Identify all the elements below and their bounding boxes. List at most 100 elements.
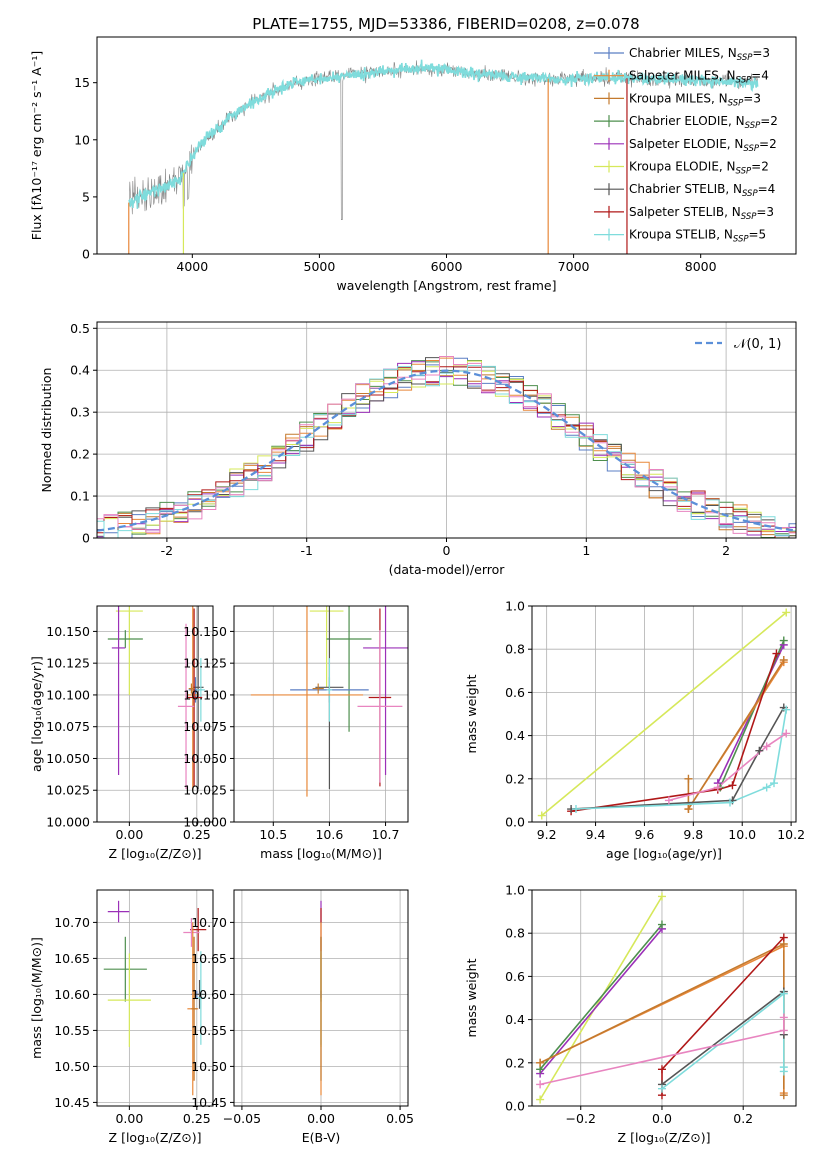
x-tick-label: 0.0 (652, 1111, 672, 1126)
y-axis-label: Normed distribution (39, 368, 54, 493)
series-marker (657, 1065, 666, 1074)
series-marker (728, 781, 737, 790)
y-tick-label: 0.2 (505, 771, 525, 786)
axes-spectrum: 4000 5000 6000 7000 8000 0 5 10 15 wavelength [An… (29, 36, 797, 293)
x-tick-label: −0.05 (223, 1111, 261, 1126)
normal-curve (97, 369, 796, 532)
series-marker (779, 1091, 788, 1100)
series-line (541, 611, 787, 817)
spectrum-legend: Chabrier MILES, NSSP=3 Salpeter MILES, NS… (594, 46, 778, 245)
histogram-step (97, 365, 796, 538)
x-tick-label: −0.2 (566, 1111, 596, 1126)
axes-frame (233, 605, 409, 823)
x-tick-label: 0.25 (183, 1111, 211, 1126)
y-axis-label: mass weight (464, 958, 479, 1037)
x-tick-label: 10.6 (315, 827, 343, 842)
axes-age_vs_mass: 10.5 10.6 10.7 10.000 10.025 10.050 10.075 10.1… (183, 605, 409, 861)
axes-residuals: -2 -1 0 1 2 0 0.1 0.2 0.3 0.4 0.5 (data-model)/erro… (39, 321, 797, 577)
series-marker (782, 705, 791, 714)
y-tick-label: 10.100 (46, 687, 90, 702)
x-tick-label: 6000 (431, 259, 463, 274)
series-marker (657, 920, 666, 929)
y-tick-label: 10.70 (54, 915, 90, 930)
x-tick-label: -1 (300, 543, 312, 558)
y-tick-label: 0.2 (505, 1055, 525, 1070)
y-tick-label: 10.45 (191, 1095, 227, 1110)
histogram-step (97, 356, 796, 534)
y-axis-label: age [log₁₀(age/yr)] (29, 656, 44, 772)
x-tick-label: 10.7 (372, 827, 400, 842)
y-tick-label: 10.075 (183, 719, 227, 734)
x-tick-label: 0.2 (733, 1111, 753, 1126)
x-tick-label: 10.0 (728, 827, 756, 842)
y-tick-label: 1.0 (505, 599, 525, 614)
y-tick-label: 10.125 (183, 656, 227, 671)
y-tick-label: 0.3 (70, 405, 90, 420)
y-tick-label: 0 (82, 247, 90, 262)
series-marker (684, 805, 693, 814)
legend-entry: Kroupa STELIB, NSSP=5 (629, 228, 766, 245)
y-tick-label: 0.6 (505, 969, 525, 984)
x-tick-label: -2 (161, 543, 173, 558)
y-tick-label: 10.050 (46, 751, 90, 766)
series-marker (762, 742, 771, 751)
series-marker (713, 783, 722, 792)
axes-mass_vs_Z: 0.00 0.25 10.45 10.50 10.55 10.60 10.65 10.70 Z … (29, 889, 214, 1145)
x-axis-label: wavelength [Angstrom, rest frame] (336, 278, 556, 293)
figure-title: PLATE=1755, MJD=53386, FIBERID=0208, z=0… (252, 15, 639, 33)
legend-entry: Salpeter STELIB, NSSP=3 (629, 205, 774, 222)
axes-massweight_vs_age: 9.2 9.4 9.6 9.8 10.0 10.2 0.0 0.2 0.4 0.6 0.8 1.0 ag… (464, 599, 805, 862)
y-tick-label: 10.65 (191, 951, 227, 966)
series-marker (755, 746, 764, 755)
axes-massweight_vs_Z: −0.2 0.0 0.2 0.0 0.2 0.4 0.6 0.8 1.0 Z [log₁₀(Z/Z… (464, 883, 797, 1145)
y-tick-label: 0.6 (505, 685, 525, 700)
x-axis-label: E(B-V) (302, 1130, 341, 1145)
y-tick-label: 10.150 (46, 624, 90, 639)
y-tick-label: 1.0 (505, 883, 525, 898)
series-marker (684, 774, 693, 783)
x-tick-label: 7000 (558, 259, 590, 274)
y-tick-label: 5 (82, 189, 90, 204)
series-line (661, 989, 785, 1086)
x-axis-label: Z [log₁₀(Z/Z⊙)] (109, 846, 202, 861)
plot-area (250, 606, 408, 797)
legend-entry: Salpeter ELODIE, NSSP=2 (629, 137, 777, 154)
series-marker (772, 649, 781, 658)
histogram-step (97, 360, 796, 538)
legend-entry: Salpeter MILES, NSSP=4 (629, 69, 769, 86)
plot-area (128, 59, 759, 254)
series-marker (779, 1026, 788, 1035)
y-tick-label: 0.0 (505, 815, 525, 830)
series-marker (762, 783, 771, 792)
axes-frame (96, 605, 214, 823)
series-marker (779, 656, 788, 664)
y-tick-label: 10.65 (54, 951, 90, 966)
histogram-step (97, 357, 796, 538)
y-tick-label: 10.025 (46, 783, 90, 798)
y-tick-label: 0.8 (505, 926, 525, 941)
plot-area (97, 356, 796, 538)
y-tick-label: 10.60 (191, 987, 227, 1002)
series-line (668, 732, 787, 802)
series-marker (536, 1080, 545, 1089)
x-axis-label: mass [log₁₀(M/M⊙)] (260, 846, 382, 861)
series-marker (726, 798, 734, 807)
x-tick-label: 10.2 (777, 827, 805, 842)
axes-mass_vs_EBV: −0.05 0.00 0.05 10.45 10.50 10.55 10.60 10.65 10… (191, 889, 414, 1145)
series-line (661, 992, 785, 1090)
y-tick-label: 10.150 (183, 624, 227, 639)
x-tick-label: 1 (582, 543, 590, 558)
y-tick-label: 0.8 (505, 642, 525, 657)
y-tick-label: 10.50 (54, 1059, 90, 1074)
series-marker (779, 1013, 788, 1022)
y-tick-label: 10 (74, 132, 90, 147)
spectrum-model (128, 59, 759, 209)
y-tick-label: 0.4 (505, 1012, 525, 1027)
x-axis-label: Z [log₁₀(Z/Z⊙)] (109, 1130, 202, 1145)
series-line (661, 936, 785, 1096)
y-tick-label: 0.4 (505, 728, 525, 743)
axes-frame (531, 889, 797, 1107)
x-tick-label: 0.00 (307, 1111, 335, 1126)
